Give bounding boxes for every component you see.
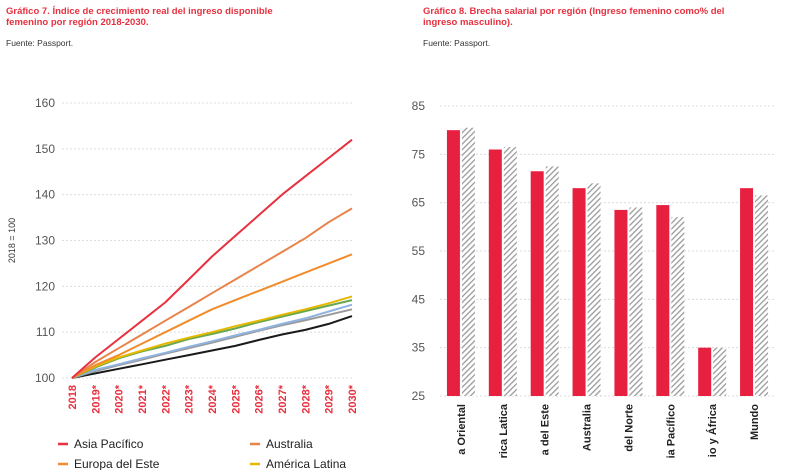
line-series-europa-del-este: [71, 253, 353, 379]
line-series: [71, 315, 353, 379]
y-tick-label: 120: [35, 279, 55, 293]
y-tick-label: 100: [35, 371, 55, 385]
bar-red: [488, 149, 502, 396]
bar-hatched: [503, 147, 517, 396]
legend-label: Asia Pacífico: [74, 437, 144, 451]
category-label: io y África: [706, 403, 719, 457]
legend-label: Australia: [266, 437, 313, 451]
right-chart-title: Gráfico 8. Brecha salarial por región (I…: [423, 6, 788, 28]
category-label: a Oriental: [456, 404, 468, 455]
y-tick-label: 35: [412, 341, 426, 355]
y-tick-label: 140: [35, 188, 55, 202]
x-tick-label: 2025*: [230, 384, 242, 413]
bar-red: [614, 209, 628, 396]
y-tick-label: 65: [412, 196, 426, 210]
bar-hatched: [461, 127, 475, 396]
left-title-line2: femenino por región 2018-2030.: [6, 17, 149, 28]
y-tick-label: 85: [412, 99, 426, 113]
bar-red: [656, 205, 670, 396]
x-tick-label: 2020*: [114, 384, 126, 413]
bar-red: [530, 171, 544, 396]
bar-hatched: [755, 195, 769, 396]
bar-red: [698, 347, 712, 396]
right-title-line1: Gráfico 8. Brecha salarial por región (I…: [423, 6, 725, 17]
category-label: del Norte: [623, 404, 635, 452]
category-label: Australia: [582, 403, 594, 451]
bar-red: [572, 188, 586, 396]
x-tick-label: 2023*: [184, 384, 196, 413]
left-chart-source: Fuente: Passport.: [6, 38, 74, 48]
y-tick-label: 75: [412, 147, 426, 161]
category-label: a del Este: [540, 404, 552, 455]
y-axis-label: 2018 = 100: [7, 218, 17, 263]
y-tick-label: 110: [36, 325, 55, 339]
line-series-australia: [71, 207, 353, 379]
x-tick-label: 2021*: [137, 384, 149, 413]
y-tick-label: 25: [412, 389, 426, 403]
x-tick-label: 2030*: [347, 384, 359, 413]
legend-label: Europa del Este: [74, 457, 160, 470]
line-series-américa-latina: [71, 295, 353, 379]
right-chart-source: Fuente: Passport.: [423, 38, 491, 48]
category-label: ia Pacífico: [665, 404, 677, 459]
right-title-line2: ingreso masculino).: [423, 17, 513, 28]
left-line-chart: 100 110 120 130 140 150 160 2018 = 100 2018 2019*…: [7, 96, 359, 470]
bar-hatched: [545, 166, 559, 396]
y-tick-label: 45: [412, 292, 426, 306]
x-tick-label: 2022*: [160, 384, 172, 413]
bar-hatched: [671, 217, 685, 396]
bar-red: [740, 188, 754, 396]
x-tick-label: 2027*: [277, 384, 289, 413]
bar-hatched: [629, 207, 643, 396]
x-tick-label: 2029*: [324, 384, 336, 413]
bar-red: [446, 130, 460, 396]
x-tick-label: 2018: [67, 385, 79, 409]
y-tick-label: 130: [35, 234, 55, 248]
category-label: Mundo: [749, 404, 761, 440]
line-series: [71, 303, 353, 379]
category-label: rica Latica: [498, 403, 510, 458]
left-title-line1: Gráfico 7. Índice de crecimiento real de…: [6, 6, 273, 17]
bar-hatched: [587, 183, 601, 396]
x-tick-label: 2024*: [207, 384, 219, 413]
y-tick-label: 150: [35, 142, 55, 156]
y-tick-label: 160: [35, 96, 55, 110]
legend-label: América Latina: [266, 457, 346, 470]
y-tick-label: 55: [412, 244, 426, 258]
bar-hatched: [713, 347, 727, 396]
line-series-asia-pacífico: [71, 138, 353, 379]
x-tick-label: 2026*: [254, 384, 266, 413]
x-tick-label: 2028*: [300, 384, 312, 413]
left-chart-title: Gráfico 7. Índice de crecimiento real de…: [6, 6, 366, 28]
x-tick-label: 2019*: [90, 384, 102, 413]
